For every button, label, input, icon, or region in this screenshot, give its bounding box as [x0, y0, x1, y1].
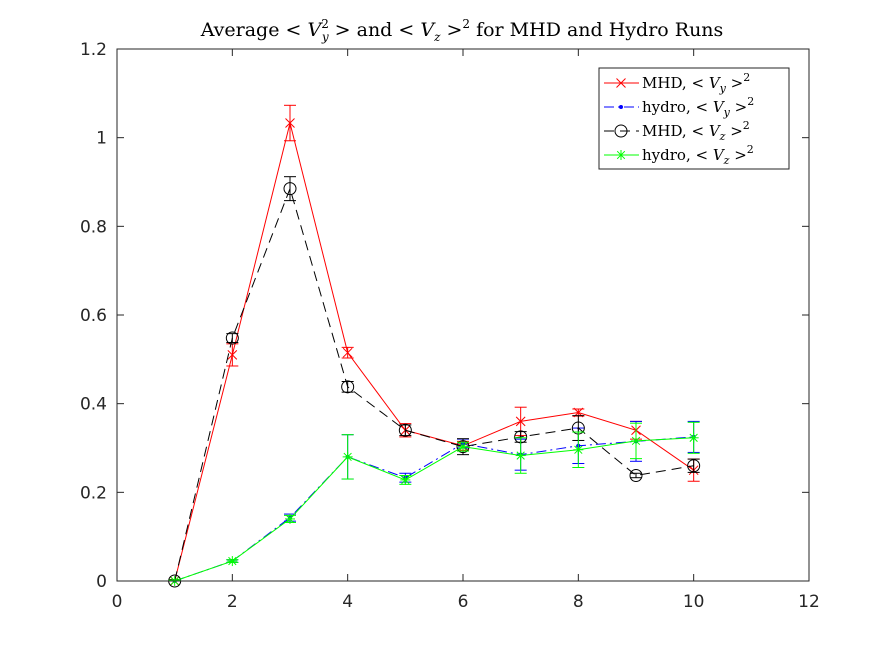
data-point — [688, 432, 699, 443]
data-point — [341, 380, 355, 394]
y-tick-label: 1.2 — [80, 40, 107, 60]
data-point — [400, 474, 411, 485]
y-tick-label: 0.2 — [80, 483, 107, 503]
data-point — [227, 556, 238, 567]
legend-entry: hydro, < Vz >2 — [604, 143, 754, 167]
data-point — [225, 331, 239, 345]
legend-label: MHD, < Vy >2 — [642, 71, 750, 95]
series-2 — [168, 176, 701, 588]
legend-marker — [616, 150, 626, 160]
x-tick-label: 2 — [227, 592, 238, 612]
legend-box — [598, 67, 790, 170]
x-tick-label: 6 — [458, 592, 469, 612]
error-bar — [341, 381, 354, 393]
data-point — [515, 416, 526, 427]
data-point — [227, 350, 238, 360]
legend-label: hydro, < Vz >2 — [642, 143, 754, 167]
series-3 — [168, 421, 700, 586]
series-line — [174, 187, 694, 582]
legend-entry: MHD, < Vz >2 — [604, 119, 750, 143]
legend-marker — [614, 124, 628, 138]
x-tick-label: 10 — [683, 592, 705, 612]
data-point — [458, 441, 468, 452]
x-tick-label: 4 — [342, 592, 353, 612]
y-tick-label: 0.8 — [80, 217, 107, 237]
plot-area — [168, 104, 701, 588]
chart-title: Average < V2 y > and < Vz >2 for MHD and … — [200, 11, 724, 46]
data-point — [631, 435, 641, 446]
data-point — [687, 459, 701, 473]
y-tick-label: 0.6 — [80, 306, 107, 326]
data-point — [285, 118, 295, 128]
axes: 0 2 4 6 8 10 12 0 0.2 0.4 0.6 0.8 1 1.2 — [80, 40, 820, 612]
data-point — [573, 444, 584, 455]
legend-entry: MHD, < Vy >2 — [604, 71, 750, 95]
data-point — [283, 182, 297, 196]
y-tick-label: 0 — [96, 572, 107, 592]
x-tick-label: 8 — [573, 592, 584, 612]
error-bar — [687, 458, 700, 473]
error-bar — [399, 424, 412, 437]
x-tick-label: 12 — [798, 592, 820, 612]
data-point — [285, 513, 295, 524]
data-point — [629, 468, 643, 482]
data-point — [515, 450, 526, 461]
data-point — [342, 451, 353, 462]
legend-marker — [616, 78, 626, 88]
legend-entry: hydro, < Vy >2 — [604, 95, 754, 119]
y-tick-label: 1 — [96, 129, 107, 149]
y-tick-label: 0.4 — [80, 395, 107, 415]
legend-label: MHD, < Vz >2 — [642, 119, 750, 143]
x-tick-label: 0 — [112, 592, 123, 612]
series-line — [174, 437, 694, 582]
data-point — [398, 423, 412, 437]
data-point — [456, 440, 470, 454]
series-line — [174, 122, 694, 582]
legend-label: hydro, < Vy >2 — [642, 95, 754, 119]
legend-marker — [619, 105, 623, 109]
error-bar — [284, 176, 296, 202]
data-point — [342, 347, 353, 358]
error-bar — [630, 472, 642, 479]
